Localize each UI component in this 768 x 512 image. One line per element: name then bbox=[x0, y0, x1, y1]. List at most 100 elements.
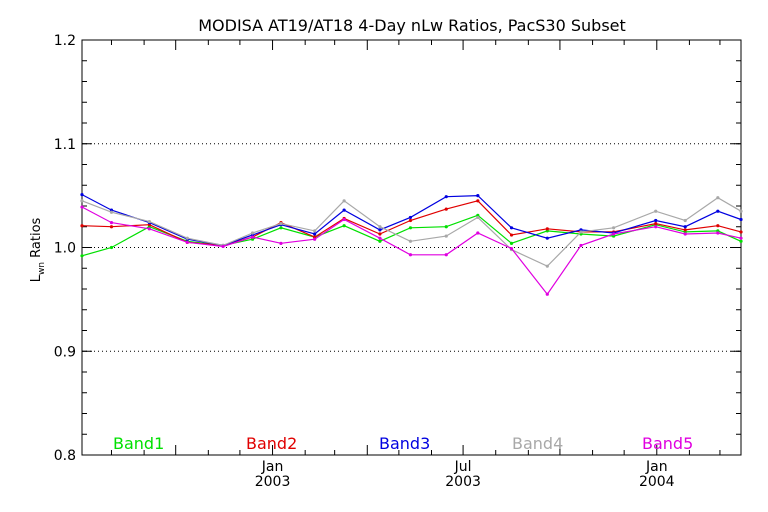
y-axis: 0.8 0.9 1.0 1.1 1.2 bbox=[54, 33, 741, 464]
legend-item-band1: Band1 bbox=[113, 434, 164, 453]
data-point-band5 bbox=[683, 232, 687, 236]
data-point-band5 bbox=[444, 253, 448, 257]
chart-title: MODISA AT19/AT18 4-Day nLw Ratios, PacS3… bbox=[198, 16, 626, 35]
data-point-band4 bbox=[545, 264, 549, 268]
data-point-band3 bbox=[509, 226, 514, 230]
data-point-band2 bbox=[739, 230, 743, 234]
legend: Band1 Band2 Band3 Band4 Band5 bbox=[113, 434, 693, 453]
data-point-band1 bbox=[109, 245, 114, 250]
y-axis-label-rest: Ratios bbox=[29, 217, 44, 262]
series-group bbox=[80, 192, 743, 296]
data-point-band3 bbox=[545, 236, 549, 240]
data-point-band5 bbox=[509, 246, 514, 251]
data-point-band2 bbox=[444, 207, 448, 211]
data-point-band4 bbox=[444, 234, 448, 238]
data-point-band5 bbox=[80, 205, 84, 209]
grid-lines bbox=[82, 143, 741, 352]
y-axis-label-main: L bbox=[29, 274, 44, 282]
y-axis-label: Lwn Ratios bbox=[29, 217, 47, 282]
data-point-band3 bbox=[739, 217, 743, 222]
data-point-band4 bbox=[279, 222, 283, 226]
x-tick-label-year: 2003 bbox=[255, 474, 291, 490]
data-point-band5 bbox=[476, 231, 480, 235]
data-point-band3 bbox=[313, 232, 317, 236]
data-point-band2 bbox=[80, 224, 84, 228]
data-point-band1 bbox=[378, 239, 382, 243]
x-tick-label-year: 2003 bbox=[445, 474, 481, 490]
data-point-band4 bbox=[109, 210, 114, 214]
y-tick-label: 1.1 bbox=[54, 137, 76, 153]
data-point-band5 bbox=[739, 236, 743, 240]
data-point-band3 bbox=[80, 192, 84, 197]
data-point-band2 bbox=[683, 228, 687, 232]
data-point-band3 bbox=[444, 195, 448, 199]
data-point-band4 bbox=[716, 196, 720, 200]
x-tick-label: Jan bbox=[645, 459, 668, 475]
data-point-band2 bbox=[109, 225, 114, 229]
data-point-band2 bbox=[476, 199, 480, 203]
data-point-band4 bbox=[313, 229, 317, 233]
y-tick-label: 0.9 bbox=[54, 344, 76, 360]
data-point-band2 bbox=[509, 233, 514, 237]
data-point-band1 bbox=[739, 239, 743, 243]
data-point-band3 bbox=[408, 215, 413, 220]
data-point-band2 bbox=[654, 222, 658, 226]
data-point-band5 bbox=[654, 225, 658, 229]
data-point-band5 bbox=[147, 227, 151, 231]
data-point-band4 bbox=[147, 219, 151, 224]
data-point-band5 bbox=[221, 244, 225, 249]
data-point-band5 bbox=[545, 292, 549, 296]
data-point-band4 bbox=[683, 218, 687, 223]
data-point-band1 bbox=[509, 241, 514, 245]
y-axis-label-sub: wn bbox=[37, 262, 47, 275]
data-point-band1 bbox=[408, 226, 413, 230]
data-point-band2 bbox=[408, 218, 413, 223]
data-point-band4 bbox=[739, 209, 743, 213]
x-tick-label: Jan bbox=[261, 459, 284, 475]
data-point-band2 bbox=[378, 232, 382, 236]
data-point-band5 bbox=[250, 235, 255, 239]
x-tick-label: Jul bbox=[454, 459, 472, 475]
legend-item-band3: Band3 bbox=[379, 434, 430, 453]
data-point-band4 bbox=[476, 215, 480, 220]
x-tick-label-year: 2004 bbox=[639, 474, 675, 490]
data-point-band3 bbox=[476, 194, 480, 198]
data-point-band5 bbox=[378, 236, 382, 240]
data-point-band4 bbox=[654, 209, 658, 213]
series-line-band2 bbox=[81, 200, 742, 247]
data-point-band4 bbox=[342, 199, 346, 203]
legend-item-band5: Band5 bbox=[642, 434, 693, 453]
data-point-band1 bbox=[279, 226, 283, 230]
data-point-band3 bbox=[378, 228, 382, 232]
data-point-band5 bbox=[109, 221, 114, 225]
data-point-band1 bbox=[444, 225, 448, 229]
y-tick-label: 1.0 bbox=[54, 241, 76, 257]
data-point-band3 bbox=[683, 225, 687, 229]
y-tick-label: 1.2 bbox=[54, 33, 76, 49]
data-point-band5 bbox=[342, 217, 346, 222]
data-point-band4 bbox=[250, 231, 255, 235]
data-point-band3 bbox=[342, 208, 346, 212]
data-point-band4 bbox=[612, 226, 616, 230]
data-point-band4 bbox=[378, 225, 382, 229]
data-point-band5 bbox=[716, 231, 720, 235]
legend-item-band4: Band4 bbox=[512, 434, 563, 453]
data-point-band5 bbox=[579, 243, 583, 248]
data-point-band4 bbox=[408, 239, 413, 243]
y-tick-label: 0.8 bbox=[54, 448, 76, 464]
data-point-band3 bbox=[654, 218, 658, 223]
data-point-band1 bbox=[342, 224, 346, 228]
data-point-band3 bbox=[716, 209, 720, 213]
data-point-band5 bbox=[185, 240, 189, 244]
data-point-band5 bbox=[408, 253, 413, 257]
data-point-band5 bbox=[279, 241, 283, 245]
data-point-band4 bbox=[185, 236, 189, 240]
data-point-band4 bbox=[80, 199, 84, 203]
data-point-band2 bbox=[545, 227, 549, 231]
data-point-band1 bbox=[80, 254, 84, 258]
data-point-band2 bbox=[716, 224, 720, 228]
data-point-band5 bbox=[612, 232, 616, 236]
data-point-band5 bbox=[313, 237, 317, 241]
